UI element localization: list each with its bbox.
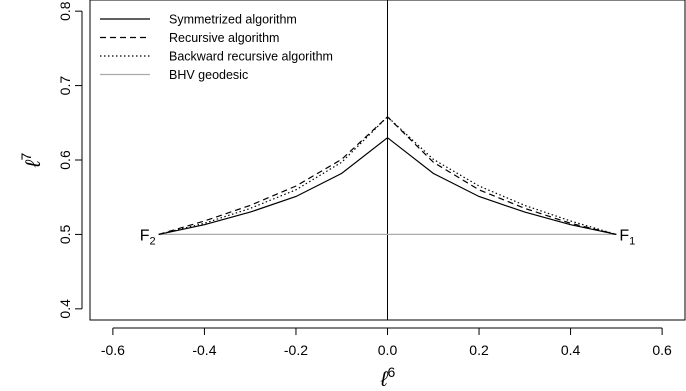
legend-label: BHV geodesic — [169, 68, 248, 82]
x-tick-label: -0.4 — [192, 342, 216, 358]
series-layer — [158, 115, 617, 235]
y-tick-label: 0.6 — [57, 150, 73, 170]
legend-label: Backward recursive algorithm — [169, 50, 333, 64]
x-tick-label: 0.6 — [652, 342, 672, 358]
x-axis-title-superscript: 6 — [388, 364, 396, 380]
y-tick-label: 0.8 — [57, 1, 73, 21]
y-axis-title: ℓ7 — [18, 153, 45, 169]
y-axis-title-text: ℓ — [22, 159, 45, 168]
x-tick-label: -0.6 — [101, 342, 125, 358]
y-tick-label: 0.7 — [57, 76, 73, 96]
x-axis: -0.6 -0.4 -0.2 0.0 0.2 0.4 0.6 — [101, 327, 672, 358]
y-axis: 0.4 0.5 0.6 0.7 0.8 — [57, 1, 83, 319]
series-line — [158, 136, 617, 235]
x-axis-title: ℓ6 — [380, 364, 396, 391]
point-labels: F2 F1 — [140, 227, 636, 247]
x-tick-label: 0.4 — [561, 342, 581, 358]
legend-label: Symmetrized algorithm — [169, 13, 297, 27]
legend: Symmetrized algorithm Recursive algorithm… — [100, 13, 333, 82]
y-tick-label: 0.4 — [57, 299, 73, 319]
y-tick-label: 0.5 — [57, 224, 73, 244]
point-label: F1 — [619, 227, 635, 247]
x-axis-title-text: ℓ — [380, 368, 389, 391]
point-label: F2 — [140, 227, 156, 247]
x-tick-label: 0.2 — [469, 342, 489, 358]
series-line — [158, 115, 617, 235]
x-tick-label: -0.2 — [284, 342, 308, 358]
x-tick-label: 0.0 — [378, 342, 398, 358]
legend-label: Recursive algorithm — [169, 31, 279, 45]
y-axis-title-superscript: 7 — [18, 153, 34, 161]
